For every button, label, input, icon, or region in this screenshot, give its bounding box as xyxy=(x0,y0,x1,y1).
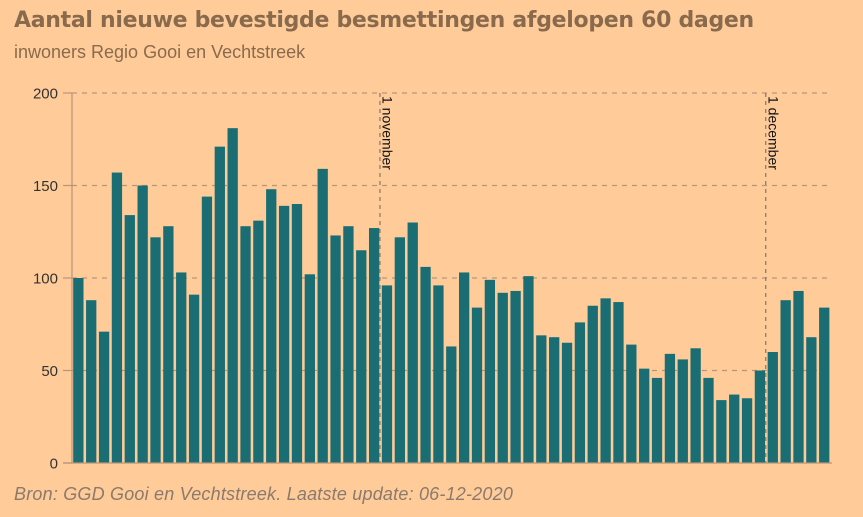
bar: 15 nov: 85 xyxy=(587,305,598,463)
bar: 6 okt: 100 xyxy=(73,278,84,463)
bar: 4 nov: 63 xyxy=(446,346,457,463)
bar: 5 nov: 103 xyxy=(459,272,470,463)
bar: 11 nov: 69 xyxy=(536,335,547,463)
bar: 20 okt: 131 xyxy=(253,220,264,463)
bar: 18 nov: 64 xyxy=(626,344,637,463)
bar: 21 nov: 59 xyxy=(664,353,676,463)
y-tick-label: 100 xyxy=(33,271,58,288)
bar: 9 nov: 93 xyxy=(510,290,521,463)
y-tick-label: 200 xyxy=(33,86,58,103)
bar: 25 nov: 34 xyxy=(716,400,727,463)
bar: 30 okt: 96 xyxy=(381,285,393,463)
y-axis: 0 50 100 150 200 xyxy=(33,86,832,473)
bar: 10 nov: 101 xyxy=(523,276,534,463)
bar: 24 nov: 46 xyxy=(703,377,714,463)
y-tick-label: 0 xyxy=(50,456,58,473)
bar: 8 okt: 71 xyxy=(98,331,110,463)
bar: 26 okt: 123 xyxy=(330,235,341,463)
bar: 23 okt: 140 xyxy=(291,204,303,463)
bar: 2 nov: 106 xyxy=(420,266,431,463)
bar: 12 okt: 122 xyxy=(150,237,161,463)
bar: 22 nov: 56 xyxy=(677,359,688,463)
bar: 3 nov: 96 xyxy=(433,285,444,463)
bar: 15 okt: 91 xyxy=(188,294,200,463)
bar: 17 okt: 171 xyxy=(214,146,225,463)
bar: 28 nov: 50 xyxy=(754,370,766,463)
bar: 19 nov: 51 xyxy=(639,368,650,463)
bar: 10 okt: 134 xyxy=(124,215,135,463)
bar: 7 okt: 88 xyxy=(86,300,97,463)
bar: 12 nov: 68 xyxy=(549,337,560,463)
bar: 9 okt: 157 xyxy=(111,172,123,464)
bar: 17 nov: 87 xyxy=(613,302,624,463)
bar: 28 okt: 115 xyxy=(356,250,367,463)
bar: 1 dec: 93 xyxy=(793,290,804,463)
bar: 21 okt: 148 xyxy=(266,189,277,463)
bar: 1 nov: 130 xyxy=(407,222,418,463)
bar: 11 okt: 150 xyxy=(137,185,148,463)
y-tick-label: 150 xyxy=(33,178,58,195)
bar: 8 nov: 92 xyxy=(497,292,508,463)
bar: 16 nov: 89 xyxy=(600,298,611,463)
bar: 22 okt: 139 xyxy=(278,205,290,463)
bar: 7 nov: 99 xyxy=(484,279,496,463)
bar: 20 nov: 46 xyxy=(651,377,663,463)
bar: 29 okt: 127 xyxy=(368,228,380,463)
bar: 29 nov: 60 xyxy=(767,352,778,463)
bar: 2 dec: 68 xyxy=(806,337,817,463)
chart-title: Aantal nieuwe bevestigde besmettingen af… xyxy=(14,8,754,33)
bar: 26 nov: 37 xyxy=(729,394,740,463)
y-tick-label: 50 xyxy=(41,363,58,380)
annotations: 1 november 1 december xyxy=(379,93,781,463)
bar: 13 nov: 65 xyxy=(561,342,573,463)
bar: 27 nov: 35 xyxy=(741,398,753,463)
bar: 13 okt: 128 xyxy=(163,226,174,463)
bar: 19 okt: 128 xyxy=(240,226,251,463)
chart-subtitle: inwoners Regio Gooi en Vechtstreek xyxy=(14,42,306,62)
bar: 6 nov: 84 xyxy=(471,307,483,463)
bar: 3 dec: 84 xyxy=(819,307,830,463)
bar: 30 nov: 88 xyxy=(780,300,791,463)
bar: 24 okt: 102 xyxy=(304,274,315,463)
bar: 14 nov: 76 xyxy=(574,322,586,463)
bar: 25 okt: 159 xyxy=(317,168,328,463)
month-marker-label: 1 december xyxy=(765,96,781,170)
bar: 16 okt: 144 xyxy=(201,196,213,463)
bar: 23 nov: 62 xyxy=(690,348,701,463)
bars: 6 okt: 1007 okt: 888 okt: 719 okt: 15710… xyxy=(73,128,830,464)
bar: 18 okt: 181 xyxy=(227,128,238,463)
bar: 27 okt: 128 xyxy=(343,226,354,463)
bar: 31 okt: 122 xyxy=(394,237,405,463)
bar: 14 okt: 103 xyxy=(176,272,187,463)
month-marker-label: 1 november xyxy=(379,96,395,170)
source-note: Bron: GGD Gooi en Vechtstreek. Laatste u… xyxy=(14,484,514,504)
